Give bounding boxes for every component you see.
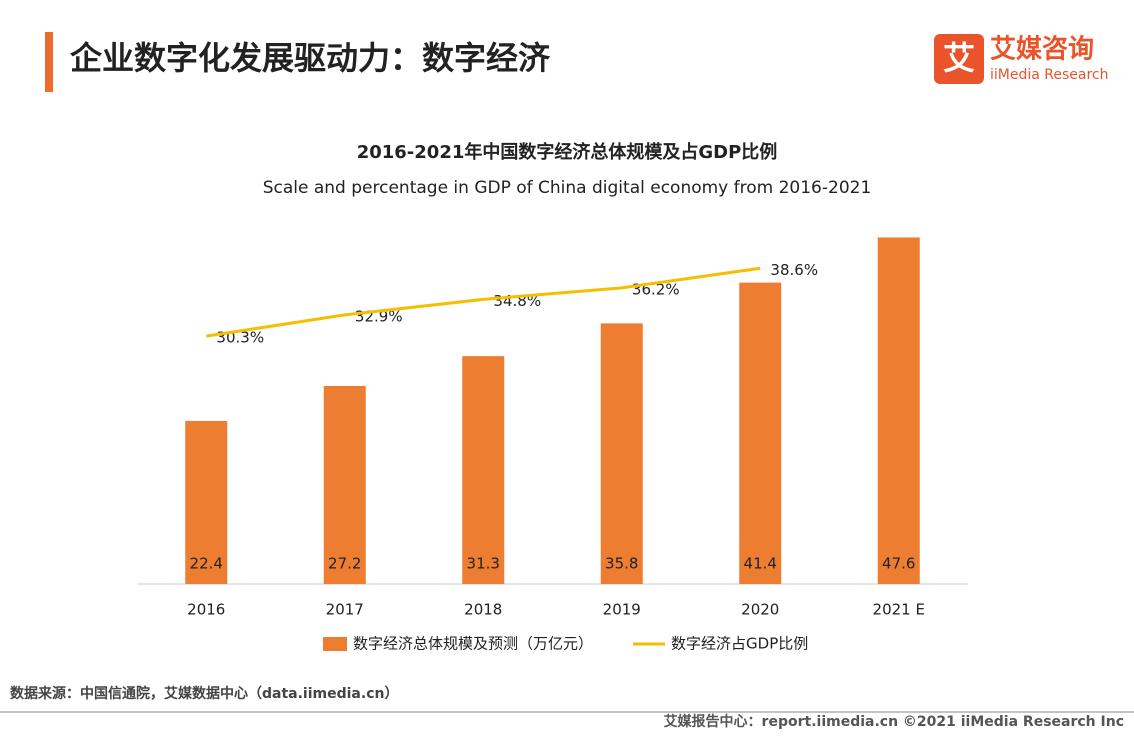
line-label: 38.6% <box>770 261 818 279</box>
logo-cn: 艾媒咨询 <box>990 34 1094 65</box>
copyright: 艾媒报告中心：report.iimedia.cn ©2021 iiMedia R… <box>664 713 1124 730</box>
source: 数据来源：中国信通院，艾媒数据中心（data.iimedia.cn） <box>10 685 398 702</box>
logo-en: iiMedia Research <box>990 67 1109 83</box>
bar <box>462 356 505 584</box>
bar-label: 35.8 <box>605 555 638 573</box>
bar-label: 47.6 <box>882 555 915 573</box>
x-tick-label: 2019 <box>603 601 641 619</box>
bar-label: 27.2 <box>328 555 361 573</box>
chart-title: 2016-2021年中国数字经济总体规模及占GDP比例 <box>357 141 778 163</box>
legend-swatch <box>323 637 347 651</box>
page-title: 企业数字化发展驱动力：数字经济 <box>70 39 551 77</box>
bar <box>323 385 366 584</box>
logo-box <box>934 34 984 84</box>
logo-icon: 艾 <box>943 39 975 77</box>
chart-subtitle: Scale and percentage in GDP of China dig… <box>263 178 872 198</box>
x-tick-label: 2021 E <box>873 601 925 619</box>
bar-label: 41.4 <box>744 555 777 573</box>
x-tick-label: 2016 <box>187 601 225 619</box>
line <box>206 266 761 338</box>
title-accent <box>45 32 53 92</box>
bar-label: 22.4 <box>190 555 223 573</box>
x-tick-label: 2018 <box>464 601 502 619</box>
bar <box>185 420 228 584</box>
bar <box>600 323 643 584</box>
bar <box>877 237 920 585</box>
bar <box>739 282 782 584</box>
legend-label: 数字经济总体规模及预测（万亿元） <box>353 635 593 653</box>
legend-label: 数字经济占GDP比例 <box>671 635 808 653</box>
x-tick-label: 2020 <box>741 601 779 619</box>
bar-label: 31.3 <box>467 555 500 573</box>
x-tick-label: 2017 <box>326 601 364 619</box>
